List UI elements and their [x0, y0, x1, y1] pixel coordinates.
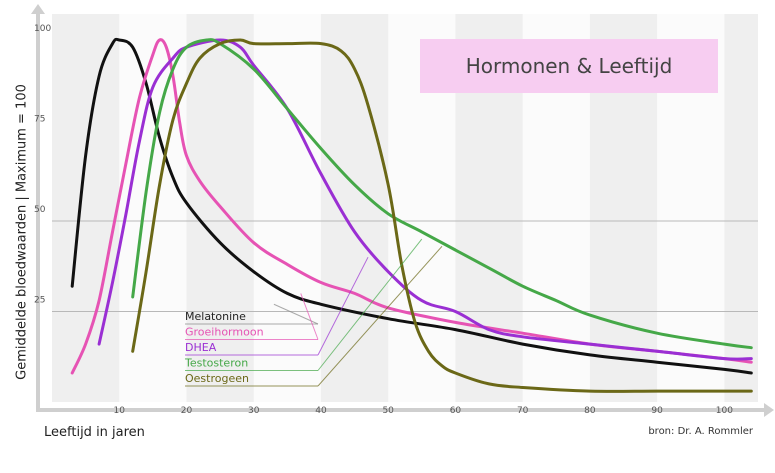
background-band [724, 14, 758, 402]
axes [31, 4, 774, 417]
y-axis-label: Gemiddelde bloedwaarden | Maximum = 100 [14, 84, 30, 380]
background-band [320, 14, 389, 402]
series-line-dhea [97, 38, 753, 361]
x-tick-label: 10 [114, 406, 126, 416]
x-axis-arrow [764, 403, 774, 417]
legend-label-oestrogeen: Oestrogeen [185, 372, 249, 385]
tick-labels: 10 20 30 40 50 60 70 80 90 100 25 50 75 100 [34, 24, 733, 416]
legend-label-groeihormoon: Groeihormoon [185, 326, 264, 339]
x-tick-label: 20 [181, 406, 193, 416]
y-tick-label: 75 [34, 115, 45, 125]
x-tick-label: 70 [517, 406, 529, 416]
x-tick-label: 30 [248, 406, 260, 416]
series-lines [70, 37, 753, 393]
source-credit: bron: Dr. A. Rommler [648, 426, 753, 437]
y-tick-label: 100 [34, 24, 51, 34]
series-line-testosteron [131, 38, 753, 350]
x-tick-label: 40 [315, 406, 327, 416]
x-tick-label: 90 [651, 406, 663, 416]
series-line-melatonine [70, 37, 753, 375]
legend-leader-line [300, 293, 319, 340]
background-band [52, 14, 120, 402]
legend-leader-line [317, 256, 369, 356]
legend-leader-line [317, 246, 443, 387]
series-line-oestrogeen [131, 38, 753, 393]
x-tick-label: 50 [382, 406, 394, 416]
legend: Melatonine Groeihormoon DHEA Testosteron Oes… [184, 238, 443, 387]
legend-label-testosteron: Testosteron [184, 357, 248, 370]
legend-leader-line [317, 238, 423, 371]
x-tick-label: 60 [450, 406, 462, 416]
y-tick-label: 25 [34, 296, 45, 306]
legend-label-melatonine: Melatonine [185, 310, 246, 323]
legend-label-dhea: DHEA [185, 341, 217, 354]
x-axis-label: Leeftijd in jaren [44, 425, 145, 440]
x-tick-label: 100 [716, 406, 733, 416]
x-tick-label: 80 [584, 406, 596, 416]
chart-title: Hormonen & Leeftijd [420, 39, 718, 93]
y-tick-label: 50 [34, 205, 46, 215]
y-axis-arrow [31, 4, 45, 14]
series-line-groeihormoon [70, 38, 753, 375]
